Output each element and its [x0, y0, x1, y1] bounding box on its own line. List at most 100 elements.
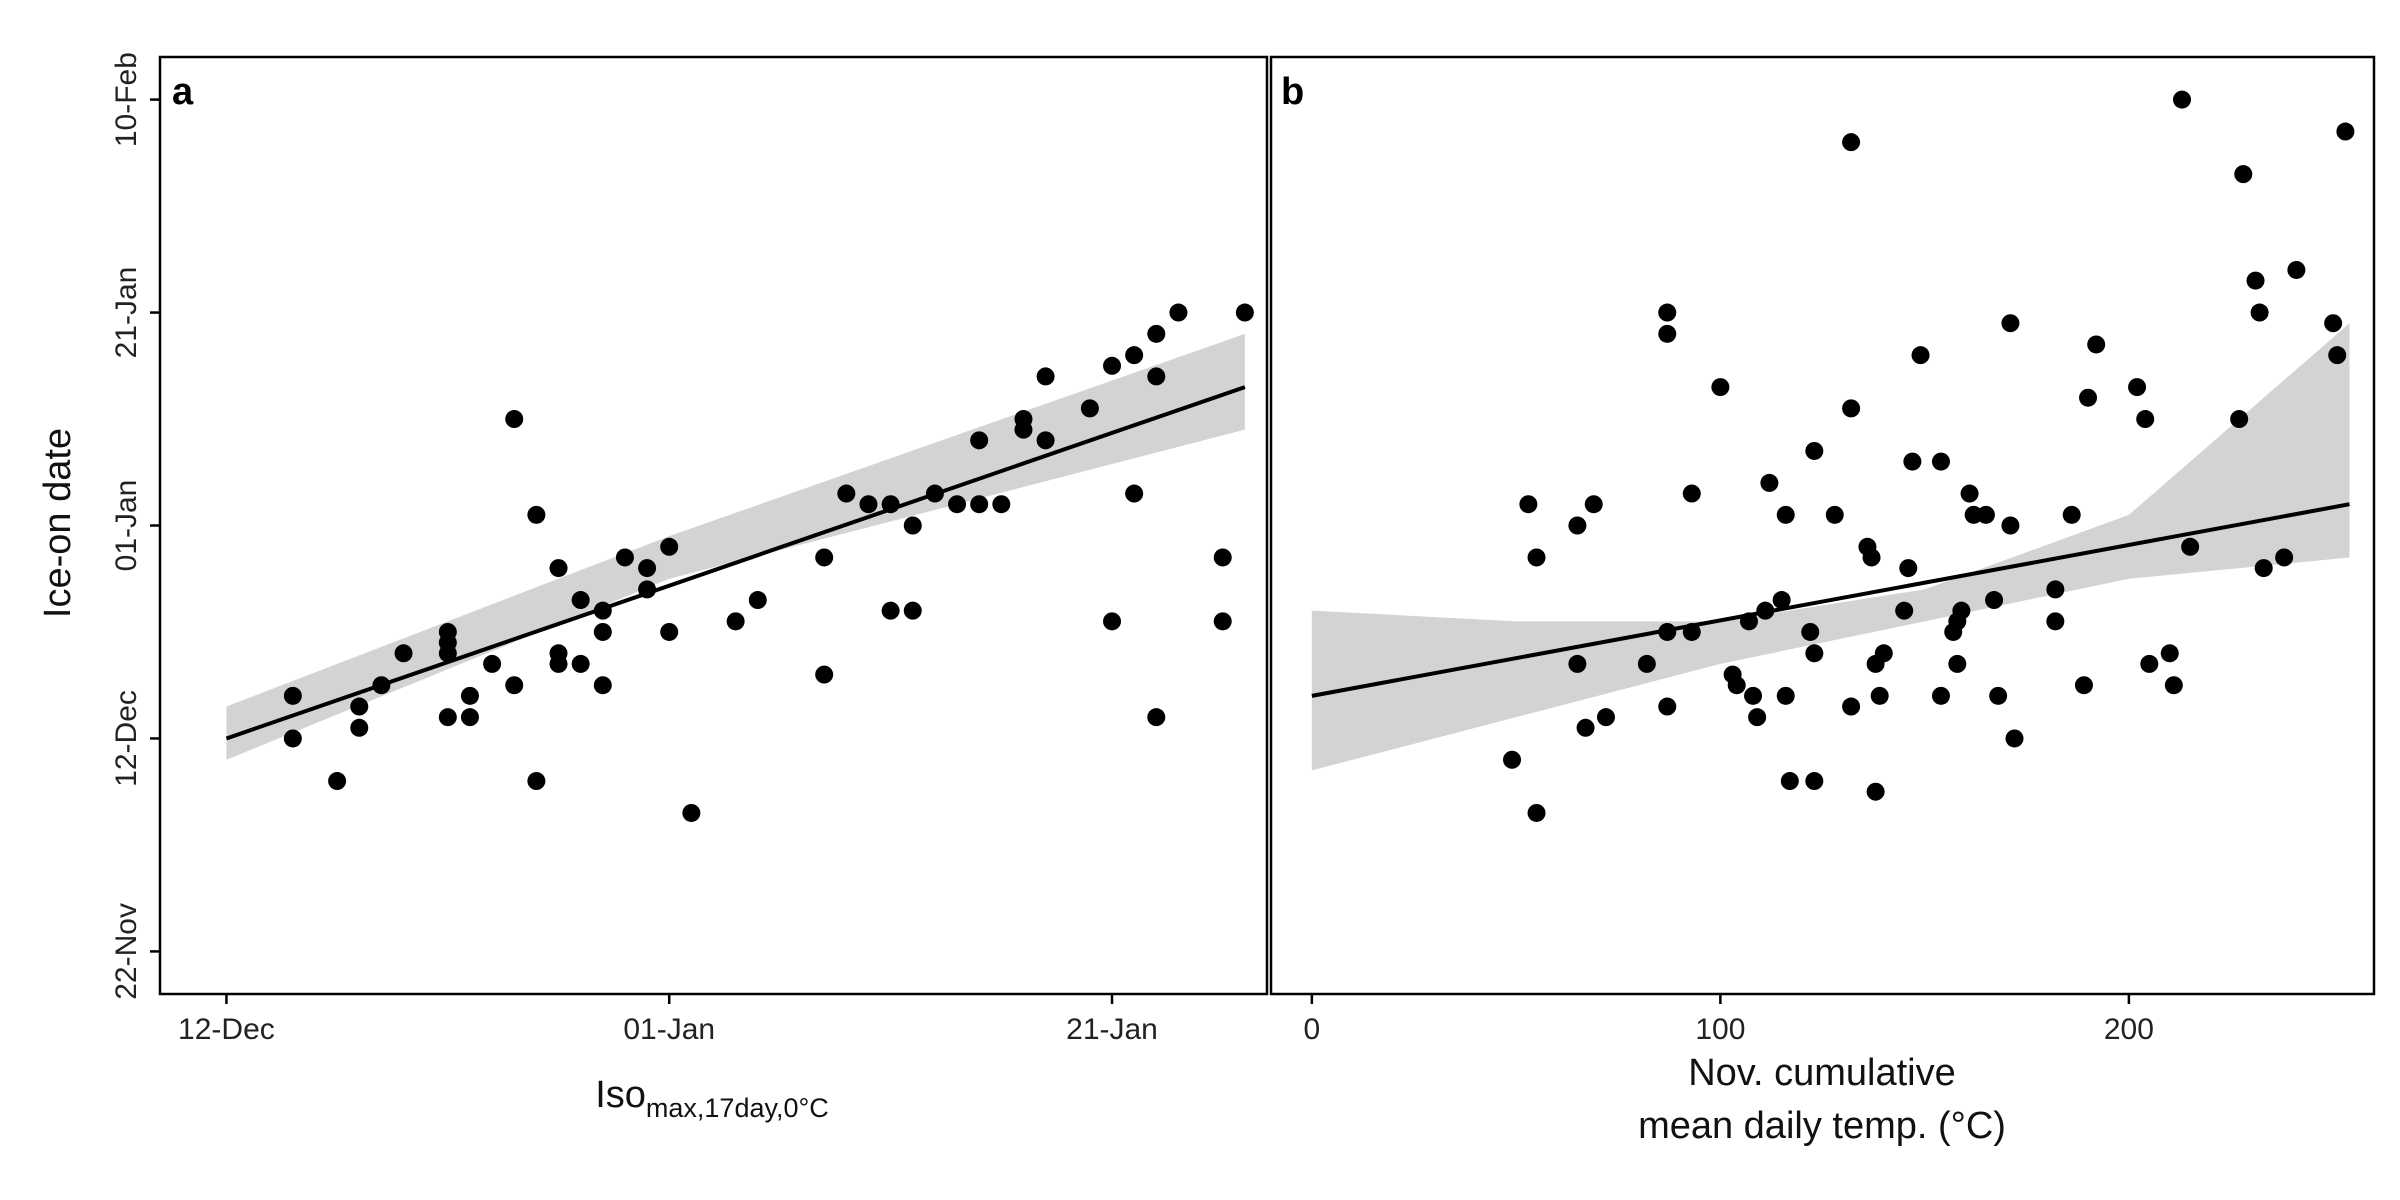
- panel-b-data-point: [1866, 782, 1885, 801]
- panel-a-data-point: [505, 410, 524, 429]
- panel-a-data-point: [549, 654, 568, 673]
- panel-a-data-point: [1080, 399, 1099, 418]
- panel-a: 12-Dec 01-Jan 21-Jan 22-Nov 12-Dec 01-Jan 21-…: [110, 52, 1269, 1123]
- panel-a-data-point: [283, 729, 302, 748]
- panel-a-x-tick-label: 12-Dec: [178, 1013, 275, 1046]
- panel-a-data-point: [748, 591, 767, 610]
- panel-b-data-point: [1903, 452, 1922, 471]
- panel-a-data-point: [1036, 431, 1055, 450]
- panel-a-data-point: [638, 580, 657, 599]
- panel-a-data-point: [1147, 324, 1166, 343]
- y-tick-label: 01-Jan: [110, 480, 143, 572]
- panel-a-data-point: [328, 772, 347, 791]
- panel-b-data-point: [2074, 676, 2093, 695]
- panel-a-data-point: [1125, 484, 1144, 503]
- panel-a-data-point: [992, 495, 1011, 514]
- panel-a-data-point: [505, 676, 524, 695]
- panel-a-data-point: [726, 612, 745, 631]
- panel-b-data-point: [2336, 122, 2355, 141]
- panel-a-data-point: [438, 622, 457, 641]
- panel-b-fit-line-layer: [1311, 502, 2350, 698]
- panel-b-data-point: [1772, 591, 1791, 610]
- panel-a-data-point: [460, 708, 479, 727]
- panel-a-data-point: [859, 495, 878, 514]
- panel-b-x-tick-label: 200: [2104, 1013, 2154, 1046]
- panel-a-data-point: [438, 644, 457, 663]
- panel-b-data-point: [1976, 505, 1995, 524]
- panel-b-data-point: [2328, 346, 2347, 365]
- panel-b-data-point: [1874, 644, 1893, 663]
- panel-b-data-point: [2254, 559, 2273, 578]
- panel-a-data-point: [1014, 420, 1033, 439]
- panel-b-data-point: [1948, 654, 1967, 673]
- panel-b-data-point: [1658, 324, 1677, 343]
- panel-b-data-point: [1805, 644, 1824, 663]
- panel-b-data-point: [1637, 654, 1656, 673]
- panel-a-x-ticks: 12-Dec 01-Jan 21-Jan: [178, 994, 1158, 1046]
- panel-b-data-point: [1985, 591, 2004, 610]
- panel-b-data-point: [1527, 803, 1546, 822]
- panel-b-data-point: [1842, 133, 1861, 152]
- panel-a-x-title-main: Iso: [595, 1074, 646, 1116]
- panel-a-data-point: [815, 665, 834, 684]
- panel-b-data-point: [1748, 708, 1767, 727]
- panel-a-points-layer: [283, 303, 1254, 822]
- panel-b-data-point: [1776, 505, 1795, 524]
- panel-b: 0 100 200 b Nov. cumulative mean daily tem…: [1269, 55, 2376, 1147]
- panel-b-data-point: [1931, 686, 1950, 705]
- panel-a-data-point: [283, 686, 302, 705]
- panel-a-data-point: [815, 548, 834, 567]
- y-tick-label: 21-Jan: [110, 267, 143, 359]
- panel-b-fit-line: [1311, 502, 2350, 698]
- panel-b-data-point: [1658, 697, 1677, 716]
- panel-b-data-point: [1760, 473, 1779, 492]
- panel-a-data-point: [1147, 367, 1166, 386]
- panel-a-data-point: [438, 708, 457, 727]
- panel-a-data-point: [903, 516, 922, 535]
- panel-b-data-point: [2128, 378, 2147, 397]
- panel-a-data-point: [593, 601, 612, 620]
- panel-a-fit-line-layer: [225, 385, 1246, 741]
- y-axis-title: Ice-on date: [37, 428, 79, 618]
- panel-b-data-point: [2160, 644, 2179, 663]
- panel-b-data-point: [2046, 580, 2065, 599]
- panel-a-data-point: [970, 495, 989, 514]
- panel-b-data-point: [1801, 622, 1820, 641]
- panel-b-data-point: [2046, 612, 2065, 631]
- panel-b-data-point: [1842, 697, 1861, 716]
- panel-a-data-point: [925, 484, 944, 503]
- panel-b-data-point: [1780, 772, 1799, 791]
- panel-b-data-point: [2172, 90, 2191, 109]
- panel-b-data-point: [1960, 484, 1979, 503]
- panel-b-data-point: [1527, 548, 1546, 567]
- panel-b-tag: b: [1281, 71, 1304, 113]
- panel-b-data-point: [2001, 516, 2020, 535]
- panel-b-x-axis-title-line1: Nov. cumulative: [1688, 1052, 1956, 1094]
- panel-b-data-point: [2005, 729, 2024, 748]
- panel-a-tag: a: [172, 71, 194, 113]
- panel-a-data-point: [483, 654, 502, 673]
- panel-b-data-point: [2079, 388, 2098, 407]
- panel-b-points-layer: [1503, 90, 2355, 822]
- y-tick-label: 10-Feb: [110, 52, 143, 147]
- panel-a-data-point: [372, 676, 391, 695]
- panel-b-data-point: [1870, 686, 1889, 705]
- panel-b-data-point: [1658, 622, 1677, 641]
- panel-b-data-point: [2181, 537, 2200, 556]
- panel-b-data-point: [2250, 303, 2269, 322]
- panel-a-data-point: [593, 622, 612, 641]
- panel-b-data-point: [1989, 686, 2008, 705]
- panel-a-x-title-subscript: max,17day,0°C: [646, 1093, 829, 1123]
- panel-b-data-point: [1805, 441, 1824, 460]
- panel-a-data-point: [615, 548, 634, 567]
- panel-b-data-point: [1576, 718, 1595, 737]
- panel-b-data-point: [1568, 654, 1587, 673]
- panel-b-x-tick-label: 100: [1695, 1013, 1745, 1046]
- panel-a-data-point: [1125, 346, 1144, 365]
- panel-b-data-point: [2164, 676, 2183, 695]
- panel-a-data-point: [394, 644, 413, 663]
- panel-a-data-point: [1103, 612, 1122, 631]
- panel-b-data-point: [1682, 622, 1701, 641]
- panel-b-data-point: [1682, 484, 1701, 503]
